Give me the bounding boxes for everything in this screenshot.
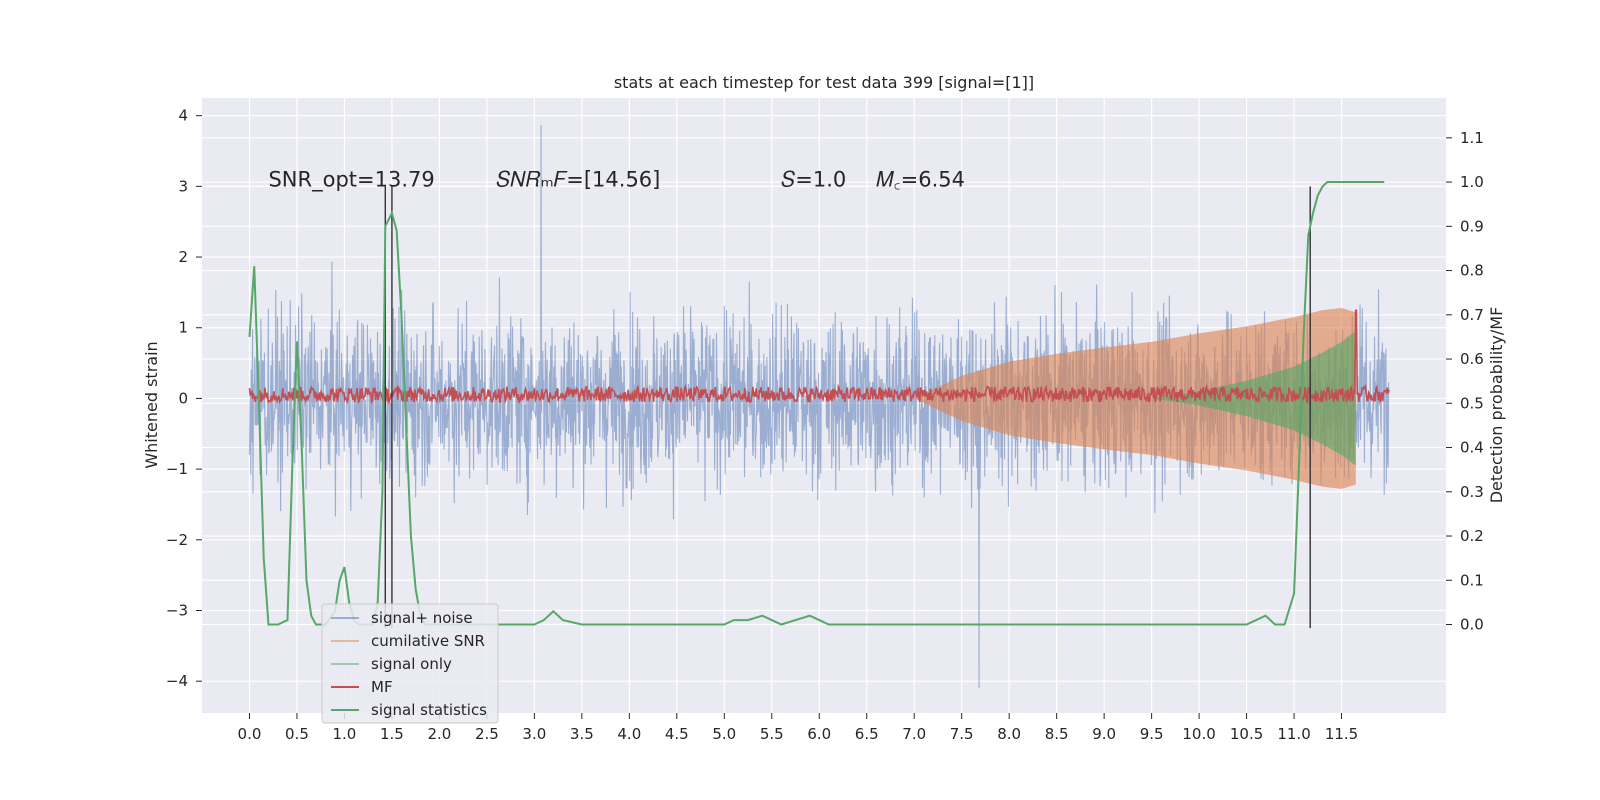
series-signal-only: [1151, 331, 1356, 466]
y-tick-label: 1: [178, 319, 188, 337]
y-axis-label: Whitened strain: [142, 341, 161, 468]
x-tick-label: 7.5: [950, 725, 974, 743]
y2-tick-label: 0.8: [1460, 262, 1484, 280]
x-tick-label: 0.5: [285, 725, 309, 743]
x-tick-label: 5.5: [760, 725, 784, 743]
y-tick-label: 4: [178, 107, 188, 125]
x-tick-label: 2.5: [475, 725, 499, 743]
y2-tick-label: 0.7: [1460, 306, 1484, 324]
y2-tick-label: 0.2: [1460, 527, 1484, 545]
y2-tick-label: 0.5: [1460, 394, 1484, 412]
y-tick-label: −3: [166, 602, 188, 620]
y2-tick-label: 1.1: [1460, 129, 1484, 147]
x-tick-label: 11.0: [1277, 725, 1310, 743]
x-tick-label: 3.5: [570, 725, 594, 743]
x-tick-label: 6.0: [807, 725, 831, 743]
x-tick-label: 9.0: [1092, 725, 1116, 743]
series-layer: [248, 124, 1390, 689]
legend-label: cumilative SNR: [371, 632, 485, 650]
x-tick-label: 3.0: [522, 725, 546, 743]
y2-tick-label: 0.6: [1460, 350, 1484, 368]
legend-label: signal+ noise: [371, 609, 473, 627]
annotation-s-value: 𝑆=1.0: [781, 167, 846, 191]
legend: signal+ noise cumilative SNR signal only MF…: [321, 603, 499, 724]
x-tick-label: 1.0: [333, 725, 357, 743]
y2-tick-label: 0.3: [1460, 483, 1484, 501]
x-tick-label: 4.0: [617, 725, 641, 743]
x-tick-label: 9.5: [1140, 725, 1164, 743]
y2-tick-label: 1.0: [1460, 173, 1484, 191]
y2-tick-label: 0.1: [1460, 571, 1484, 589]
annotation-snr-opt: SNR_opt=13.79: [268, 167, 434, 192]
x-tick-label: 2.0: [427, 725, 451, 743]
series-cumulative-snr: [914, 307, 1356, 489]
y-tick-label: 3: [178, 177, 188, 195]
x-tick-label: 7.0: [902, 725, 926, 743]
y2-axis-label: Detection probability/MF: [1487, 307, 1506, 504]
annotation-snr-mf: 𝑆𝑁𝑅ₘ𝐹=[14.56]: [496, 167, 660, 191]
y-tick-label: −1: [166, 460, 188, 478]
x-tick-label: 10.0: [1182, 725, 1215, 743]
x-tick-label: 5.0: [712, 725, 736, 743]
x-tick-label: 6.5: [855, 725, 879, 743]
x-tick-label: 10.5: [1230, 725, 1263, 743]
y2-tick-label: 0.9: [1460, 217, 1484, 235]
x-tick-label: 1.5: [380, 725, 404, 743]
y-tick-label: −2: [166, 531, 188, 549]
x-tick-label: 8.5: [1045, 725, 1069, 743]
x-tick-label: 11.5: [1325, 725, 1358, 743]
y-tick-label: 0: [178, 389, 188, 407]
series-mf: [248, 309, 1390, 405]
x-tick-label: 8.0: [997, 725, 1021, 743]
y2-tick-label: 0.0: [1460, 616, 1484, 634]
y-tick-label: −4: [166, 672, 188, 690]
legend-label: signal statistics: [371, 701, 487, 719]
y-tick-label: 2: [178, 248, 188, 266]
legend-frame: [321, 603, 499, 724]
annotations: SNR_opt=13.79 𝑆𝑁𝑅ₘ𝐹=[14.56] 𝑆=1.0 𝑀꜀=6.54: [268, 167, 965, 192]
x-tick-label: 4.5: [665, 725, 689, 743]
x-tick-label: 0.0: [238, 725, 262, 743]
legend-label: signal only: [371, 655, 452, 673]
annotation-mc-value: 𝑀꜀=6.54: [876, 167, 965, 191]
axis-ticks: 0.0 0.5 1.0 1.5 2.0 2.5 3.0 3.5 4.0 4.5 5.0 5.5 6.0 6…: [166, 107, 1484, 743]
legend-label: MF: [371, 678, 393, 696]
chart-title: stats at each timestep for test data 399…: [614, 73, 1034, 92]
y2-tick-label: 0.4: [1460, 439, 1484, 457]
